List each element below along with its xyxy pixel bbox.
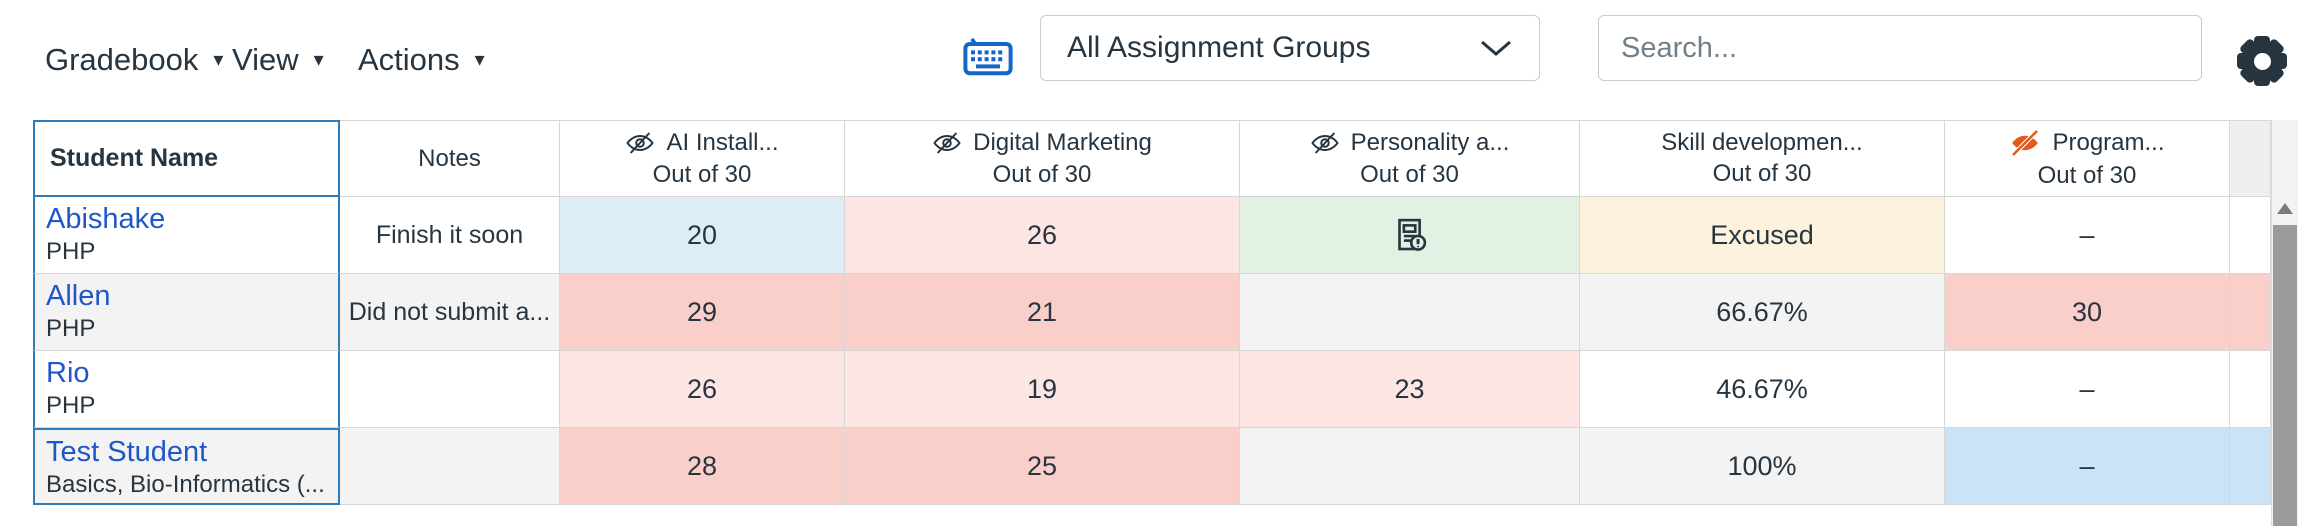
eye-off-solid-orange-icon: [2011, 129, 2040, 157]
assignment-header-program[interactable]: Program... Out of 30: [1945, 120, 2230, 197]
assignment-header-digital-marketing[interactable]: Digital Marketing Out of 30: [845, 120, 1240, 197]
gradebook-menu-button[interactable]: Gradebook ▾: [45, 42, 223, 78]
grade-cell[interactable]: –: [1945, 428, 2230, 505]
grade-cell[interactable]: 26: [560, 351, 845, 428]
grade-cell[interactable]: 26: [845, 197, 1240, 274]
student-row-rio: Rio PHP 26 19 23 46.67% –: [33, 351, 2271, 428]
grade-cell[interactable]: –: [1945, 351, 2230, 428]
caret-down-icon: ▾: [313, 49, 324, 71]
assignment-points: Out of 30: [1360, 161, 1459, 188]
grade-cell[interactable]: 25: [845, 428, 1240, 505]
assignment-header-ai-install[interactable]: AI Install... Out of 30: [560, 120, 845, 197]
chevron-down-icon: [1481, 40, 1511, 56]
note-cell[interactable]: Finish it soon: [340, 197, 560, 274]
student-row-abishake: Abishake PHP Finish it soon 20 26 Excuse…: [33, 197, 2271, 274]
eye-off-outline-icon: [1310, 132, 1339, 154]
caret-down-icon: ▾: [474, 49, 485, 71]
assignment-title: Program...: [2052, 129, 2165, 156]
student-name-link[interactable]: Allen: [46, 280, 111, 312]
gradebook-toolbar: Gradebook ▾ View ▾ Actions ▾ All Assignm…: [0, 0, 2298, 120]
view-menu-button[interactable]: View ▾: [232, 42, 324, 78]
assignment-points: Out of 30: [1712, 160, 1812, 187]
notes-header[interactable]: Notes: [340, 120, 560, 197]
scroll-up-arrow-icon[interactable]: [2277, 203, 2293, 214]
student-name-cell[interactable]: Abishake PHP: [33, 197, 340, 274]
student-name-link[interactable]: Rio: [46, 357, 90, 389]
student-name-cell[interactable]: Rio PHP: [33, 351, 340, 428]
gradebook-grid: Student Name Notes AI Install... Out of …: [33, 120, 2271, 505]
grade-cell[interactable]: –: [1945, 197, 2230, 274]
grade-cell[interactable]: 23: [1240, 351, 1580, 428]
student-course-label: PHP: [46, 238, 96, 265]
grade-cell[interactable]: 46.67%: [1580, 351, 1945, 428]
grade-cell-needs-grading[interactable]: [1240, 197, 1580, 274]
keyboard-shortcuts-icon[interactable]: [963, 34, 1013, 78]
student-name-link[interactable]: Abishake: [46, 203, 166, 235]
student-name-cell[interactable]: Test Student Basics, Bio-Informatics (..…: [33, 428, 340, 505]
grade-cell[interactable]: 20: [560, 197, 845, 274]
assignment-groups-value: All Assignment Groups: [1067, 31, 1371, 64]
student-name-header-label: Student Name: [50, 144, 219, 172]
grade-cell[interactable]: 19: [845, 351, 1240, 428]
assignment-title: Personality a...: [1350, 129, 1510, 156]
actions-menu-label: Actions: [358, 42, 460, 77]
grade-cell[interactable]: 28: [560, 428, 845, 505]
overflow-cell: [2230, 428, 2271, 505]
grid-header-row: Student Name Notes AI Install... Out of …: [33, 120, 2271, 197]
overflow-cell: [2230, 351, 2271, 428]
overflow-column-header: [2230, 120, 2271, 197]
vertical-scrollbar[interactable]: [2271, 120, 2298, 526]
student-course-label: Basics, Bio-Informatics (...: [46, 471, 325, 498]
assignment-header-personality[interactable]: Personality a... Out of 30: [1240, 120, 1580, 197]
eye-off-outline-icon: [933, 132, 961, 154]
grade-cell[interactable]: 100%: [1580, 428, 1945, 505]
assignment-title: Digital Marketing: [973, 129, 1152, 156]
assignment-header-skill-development[interactable]: Skill developmen... Out of 30: [1580, 120, 1945, 197]
grade-cell[interactable]: [1240, 274, 1580, 351]
assignment-groups-dropdown[interactable]: All Assignment Groups: [1040, 15, 1540, 81]
gradebook-menu-label: Gradebook: [45, 42, 199, 77]
note-cell[interactable]: [340, 351, 560, 428]
student-course-label: PHP: [46, 315, 96, 342]
assignment-points: Out of 30: [992, 161, 1092, 188]
notes-header-label: Notes: [418, 144, 481, 172]
grade-cell[interactable]: 29: [560, 274, 845, 351]
student-row-allen: Allen PHP Did not submit a... 29 21 66.6…: [33, 274, 2271, 351]
overflow-cell: [2230, 197, 2271, 274]
assignment-title: Skill developmen...: [1661, 129, 1863, 156]
scrollbar-thumb[interactable]: [2273, 225, 2297, 526]
student-name-cell[interactable]: Allen PHP: [33, 274, 340, 351]
actions-menu-button[interactable]: Actions ▾: [358, 42, 485, 78]
assignment-title: AI Install...: [666, 129, 779, 156]
settings-gear-icon[interactable]: [2237, 36, 2287, 86]
student-course-label: PHP: [46, 392, 96, 419]
student-name-header[interactable]: Student Name: [33, 120, 340, 197]
note-cell[interactable]: [340, 428, 560, 505]
search-input[interactable]: [1598, 15, 2202, 81]
student-name-link[interactable]: Test Student: [46, 436, 208, 468]
needs-grading-icon: [1397, 218, 1426, 251]
grade-cell[interactable]: 21: [845, 274, 1240, 351]
assignment-points: Out of 30: [652, 161, 752, 188]
grade-cell[interactable]: 30: [1945, 274, 2230, 351]
view-menu-label: View: [232, 42, 299, 77]
assignment-points: Out of 30: [2037, 162, 2137, 189]
grade-cell[interactable]: Excused: [1580, 197, 1945, 274]
grade-cell[interactable]: [1240, 428, 1580, 505]
overflow-cell: [2230, 274, 2271, 351]
eye-off-outline-icon: [626, 132, 655, 154]
caret-down-icon: ▾: [213, 49, 224, 71]
note-cell[interactable]: Did not submit a...: [340, 274, 560, 351]
student-row-test-student: Test Student Basics, Bio-Informatics (..…: [33, 428, 2271, 505]
grade-cell[interactable]: 66.67%: [1580, 274, 1945, 351]
